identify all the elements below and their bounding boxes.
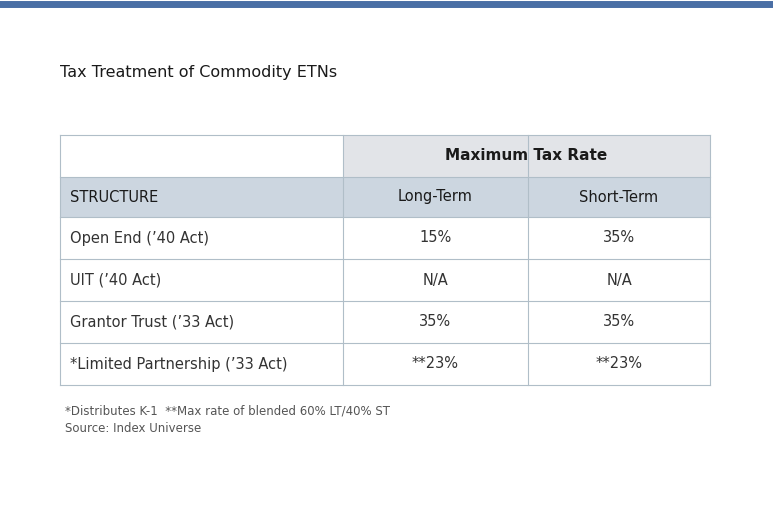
Text: **23%: **23%	[595, 356, 642, 372]
Text: 15%: 15%	[419, 230, 451, 246]
Text: Long-Term: Long-Term	[398, 190, 473, 204]
Text: UIT (’40 Act): UIT (’40 Act)	[70, 272, 162, 288]
Text: 35%: 35%	[419, 315, 451, 329]
Bar	[342, 135, 710, 177]
Text: N/A: N/A	[606, 272, 632, 288]
Text: N/A: N/A	[423, 272, 448, 288]
Bar	[60, 135, 710, 385]
Bar	[60, 177, 710, 217]
Text: Source: Index Universe: Source: Index Universe	[65, 422, 201, 435]
Text: **23%: **23%	[412, 356, 459, 372]
Text: Short-Term: Short-Term	[580, 190, 659, 204]
Text: Grantor Trust (’33 Act): Grantor Trust (’33 Act)	[70, 315, 234, 329]
Text: Tax Treatment of Commodity ETNs: Tax Treatment of Commodity ETNs	[60, 64, 337, 80]
Text: 35%: 35%	[603, 230, 635, 246]
Text: *Distributes K-1  **Max rate of blended 60% LT/40% ST: *Distributes K-1 **Max rate of blended 6…	[65, 405, 390, 418]
Text: STRUCTURE: STRUCTURE	[70, 190, 158, 204]
Text: Open End (’40 Act): Open End (’40 Act)	[70, 230, 209, 246]
Text: 35%: 35%	[603, 315, 635, 329]
Text: Maximum Tax Rate: Maximum Tax Rate	[445, 149, 608, 163]
Text: *Limited Partnership (’33 Act): *Limited Partnership (’33 Act)	[70, 356, 288, 372]
